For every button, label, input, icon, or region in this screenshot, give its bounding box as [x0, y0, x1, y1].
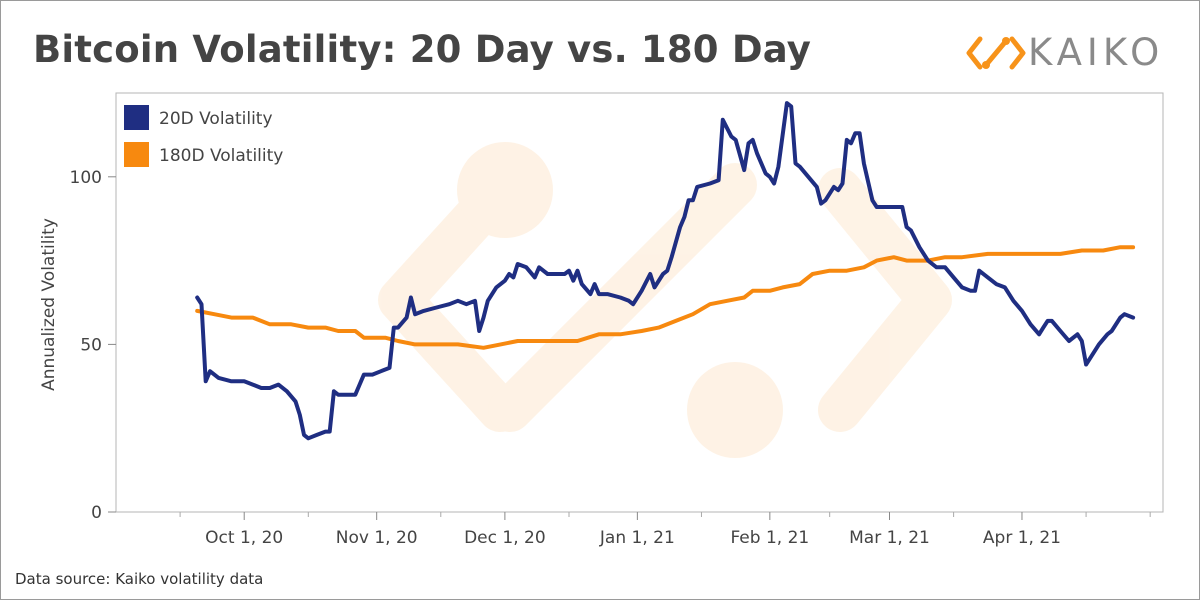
x-tick-label: Apr 1, 21: [983, 528, 1061, 548]
y-axis-label: Annualized Volatility: [39, 218, 59, 391]
chart-series: [195, 101, 1136, 441]
legend-swatch: [124, 142, 149, 167]
x-tick-label: Feb 1, 21: [730, 528, 809, 548]
data-source-note: Data source: Kaiko volatility data: [15, 570, 264, 588]
legend-label: 20D Volatility: [159, 109, 273, 129]
x-tick-label: Nov 1, 20: [336, 528, 418, 548]
chart-axes: 0 50 100 Oct 1, 20 Nov 1, 20 Dec 1, 20 Jan 1, …: [39, 92, 1164, 548]
x-tick-label: Jan 1, 21: [599, 528, 675, 548]
kaiko-logo: KAIKO: [966, 31, 1171, 74]
series-line-180d-volatility: [195, 245, 1136, 350]
y-tick-label: 50: [80, 335, 102, 355]
chart-title: Bitcoin Volatility: 20 Day vs. 180 Day: [33, 28, 812, 71]
chart-legend: 20D Volatility 180D Volatility: [124, 105, 283, 167]
x-tick-label: Mar 1, 21: [849, 528, 930, 548]
legend-swatch: [124, 105, 149, 130]
series-line-20d-volatility: [195, 101, 1136, 441]
kaiko-watermark-icon: [378, 142, 952, 458]
y-tick-label: 0: [91, 503, 102, 523]
kaiko-logo-icon: [966, 36, 1026, 70]
legend-label: 180D Volatility: [159, 146, 283, 166]
plot-area: [115, 92, 1164, 513]
x-tick-label: Dec 1, 20: [464, 528, 546, 548]
brand-name: KAIKO: [1028, 31, 1165, 74]
x-tick-label: Oct 1, 20: [205, 528, 283, 548]
y-tick-label: 100: [70, 168, 102, 188]
